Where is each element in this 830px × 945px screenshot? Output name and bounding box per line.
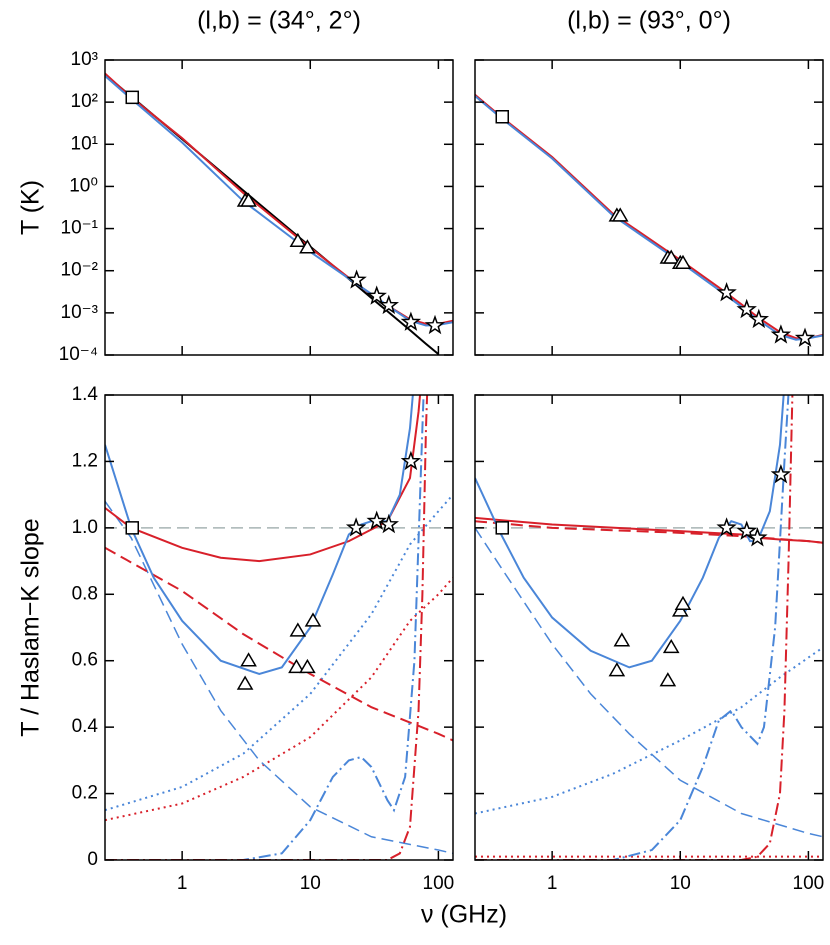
triangle-marker	[240, 652, 257, 667]
curve	[105, 493, 453, 812]
triangle-marker	[236, 675, 254, 690]
y-tick-label: 0.8	[72, 583, 98, 604]
curve	[475, 395, 794, 860]
triangle-marker	[608, 662, 626, 677]
y-tick-label: 10⁰	[69, 175, 98, 196]
plot-area	[475, 395, 823, 860]
y-tick-label: 10¹	[71, 133, 98, 154]
triangle-marker	[289, 232, 307, 248]
curve	[105, 72, 453, 325]
star-marker	[366, 285, 387, 305]
y-tick-label: 0.4	[72, 716, 99, 737]
curve	[105, 75, 453, 327]
curve	[105, 395, 425, 860]
triangle-marker	[662, 638, 680, 654]
x-tick-label: 100	[793, 873, 825, 894]
plot-area	[105, 72, 453, 355]
y-tick-label: 10³	[71, 49, 98, 70]
x-tick-label: 100	[423, 873, 455, 894]
y-tick-label: 0.6	[72, 650, 98, 671]
triangle-marker	[304, 612, 322, 627]
curve	[105, 500, 453, 855]
plot-area	[105, 395, 453, 860]
star-marker	[424, 314, 446, 335]
star-marker	[747, 527, 768, 547]
square-marker	[495, 110, 510, 124]
y-tick-label: 10⁻⁴	[59, 344, 98, 365]
star-marker	[716, 281, 737, 302]
star-marker	[345, 517, 367, 537]
x-tick-label: 1	[547, 873, 558, 894]
star-marker	[770, 464, 792, 484]
triangle-marker	[674, 254, 692, 270]
curve	[475, 516, 823, 544]
panel-frame	[474, 59, 824, 356]
star-marker	[366, 510, 387, 530]
triangle-marker	[240, 192, 257, 207]
star-marker	[346, 269, 367, 289]
panel-frame	[104, 59, 454, 356]
star-marker	[378, 294, 400, 315]
curve	[475, 93, 823, 340]
panel-frame	[104, 394, 454, 861]
star-marker	[378, 513, 400, 534]
triangle-marker	[611, 207, 629, 222]
star-marker	[736, 520, 757, 540]
panel-title: (l,b) = (34°, 2°)	[197, 7, 361, 35]
star-marker	[794, 327, 816, 347]
curve	[475, 395, 785, 669]
star-marker	[400, 311, 422, 331]
y-axis-label: T / Haslam−K slope	[17, 518, 45, 736]
curve	[475, 520, 823, 544]
x-tick-label: 10	[670, 873, 691, 894]
y-tick-label: 1.2	[72, 450, 98, 471]
y-tick-label: 0	[87, 849, 98, 870]
plot-area	[475, 93, 823, 341]
x-axis-label: ν (GHz)	[421, 901, 507, 929]
y-tick-label: 1.0	[72, 517, 98, 538]
curve	[105, 577, 453, 822]
star-marker	[736, 298, 757, 319]
x-tick-label: 1	[177, 873, 188, 894]
triangle-marker	[613, 632, 631, 647]
curve	[105, 546, 453, 742]
triangle-marker	[674, 595, 692, 610]
star-marker	[748, 308, 770, 329]
square-marker	[125, 90, 140, 105]
triangle-marker	[299, 658, 316, 674]
triangle-marker	[659, 672, 677, 687]
x-tick-label: 10	[300, 873, 321, 894]
triangle-marker	[662, 249, 680, 264]
curve	[475, 395, 790, 860]
y-tick-label: 10⁻³	[61, 302, 99, 323]
square-marker	[495, 521, 510, 535]
y-axis-label: T (K)	[17, 180, 45, 235]
curve	[475, 527, 823, 838]
triangle-marker	[289, 622, 307, 637]
y-tick-label: 1.4	[72, 384, 99, 405]
curve	[475, 646, 823, 815]
panel-frame	[474, 394, 824, 861]
triangle-marker	[288, 658, 305, 674]
curve	[105, 395, 429, 860]
y-tick-label: 10⁻²	[61, 260, 99, 281]
triangle-marker	[299, 239, 316, 254]
square-marker	[125, 521, 140, 535]
curve	[105, 395, 422, 563]
star-marker	[400, 450, 422, 471]
y-tick-label: 10²	[71, 91, 98, 112]
curve	[105, 395, 414, 676]
panel-title: (l,b) = (93°, 0°)	[567, 7, 731, 35]
curve	[475, 95, 823, 341]
y-tick-label: 0.2	[72, 783, 98, 804]
y-tick-label: 10⁻¹	[61, 218, 99, 239]
star-marker	[770, 324, 792, 344]
star-marker	[716, 517, 737, 537]
